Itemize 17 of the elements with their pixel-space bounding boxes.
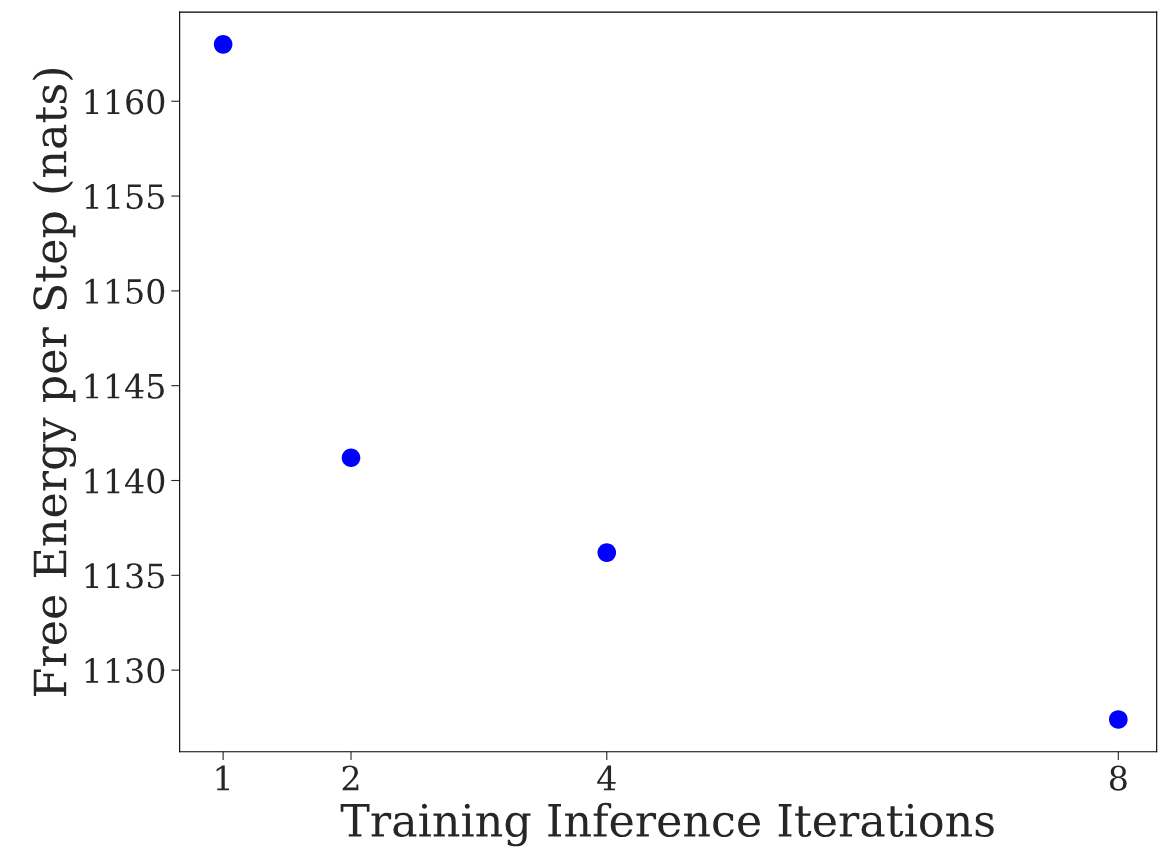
y-tick-label: 1145 xyxy=(85,373,164,399)
y-axis-title: Free Energy per Step (nats) xyxy=(32,68,77,696)
point xyxy=(213,35,233,54)
x-tick-label: 8 xyxy=(1109,765,1127,791)
x-tick-label: 1 xyxy=(216,765,229,791)
point xyxy=(341,448,361,468)
y-tick-label: 1135 xyxy=(85,563,164,589)
point xyxy=(597,543,617,562)
y-tick-label: 1150 xyxy=(85,278,165,305)
x-tick-label: 2 xyxy=(342,765,359,791)
y-tick-label: 1155 xyxy=(85,183,164,210)
y-tick-label: 1160 xyxy=(85,89,165,115)
y-tick-label: 1140 xyxy=(85,468,165,494)
x-tick-label: 4 xyxy=(597,765,616,791)
x-axis-title: Training Inference Iterations xyxy=(340,802,994,847)
y-tick-label: 1130 xyxy=(85,658,165,684)
point xyxy=(1109,710,1128,729)
